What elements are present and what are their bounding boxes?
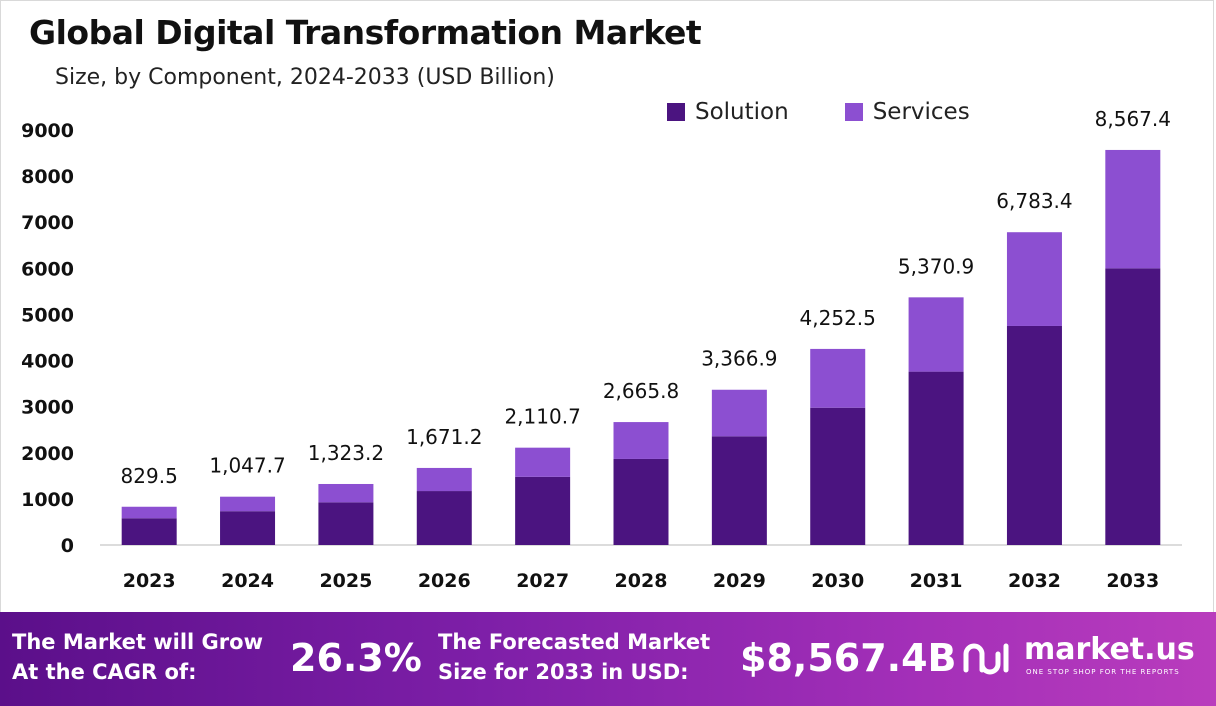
- chart-title: Global Digital Transformation Market: [29, 13, 702, 52]
- bar-solution-2030: [810, 407, 866, 545]
- x-tick-label-2030: 2030: [811, 570, 864, 592]
- legend-swatch-services: [844, 103, 863, 121]
- market-us-logo-icon: [963, 643, 1009, 675]
- forecast-label-line1: The Forecasted Market: [438, 630, 711, 654]
- bar-chart: 0 1000 2000 3000 4000 5000 6000 7000 8000 9000 829…: [21, 107, 1182, 592]
- y-tick-label: 2000: [21, 443, 74, 465]
- total-label-2031: 5,370.9: [898, 254, 974, 278]
- bar-solution-2029: [711, 436, 767, 545]
- bar-services-2023: [121, 506, 177, 519]
- chart-subtitle: Size, by Component, 2024-2033 (USD Billi…: [55, 65, 555, 90]
- x-tick-label-2029: 2029: [713, 570, 766, 592]
- x-tick-label-2028: 2028: [615, 570, 668, 592]
- bar-solution-2028: [613, 458, 669, 545]
- bar-services-2029: [711, 389, 767, 437]
- total-label-2025: 1,323.2: [308, 441, 384, 465]
- total-label-2029: 3,366.9: [701, 347, 777, 371]
- x-tick-label-2026: 2026: [418, 570, 471, 592]
- total-label-2030: 4,252.5: [800, 306, 876, 330]
- bar-solution-2025: [318, 502, 374, 545]
- y-tick-label: 9000: [21, 120, 74, 142]
- bar-services-2033: [1105, 149, 1161, 269]
- bar-services-2027: [515, 447, 571, 477]
- y-tick-label: 0: [61, 535, 74, 557]
- x-tick-label-2033: 2033: [1106, 570, 1159, 592]
- bar-services-2026: [416, 467, 472, 492]
- forecast-label: The Forecasted Market Size for 2033 in U…: [438, 627, 710, 687]
- legend: Solution Services: [667, 99, 970, 125]
- y-tick-label: 6000: [21, 258, 74, 280]
- legend-label-services: Services: [872, 99, 970, 125]
- bar-services-2028: [613, 422, 669, 459]
- y-tick-label: 8000: [21, 166, 74, 188]
- y-tick-label: 7000: [21, 212, 74, 234]
- legend-item-services: Services: [844, 99, 970, 125]
- bar-solution-2027: [515, 476, 571, 545]
- bar-solution-2031: [908, 371, 964, 545]
- total-label-2033: 8,567.4: [1095, 107, 1171, 131]
- bar-services-2030: [810, 348, 866, 408]
- cagr-label-line1: The Market will Grow: [12, 630, 263, 654]
- cagr-label: The Market will Grow At the CAGR of:: [12, 627, 263, 687]
- bar-solution-2033: [1105, 268, 1161, 545]
- total-label-2026: 1,671.2: [406, 425, 482, 449]
- bar-solution-2023: [121, 518, 177, 545]
- bar-solution-2032: [1006, 325, 1062, 545]
- total-label-2024: 1,047.7: [209, 454, 285, 478]
- y-tick-label: 5000: [21, 304, 74, 326]
- legend-item-solution: Solution: [667, 99, 789, 125]
- x-tick-label-2025: 2025: [319, 570, 372, 592]
- cagr-label-line2: At the CAGR of:: [12, 660, 197, 684]
- y-tick-label: 1000: [21, 489, 74, 511]
- total-label-2028: 2,665.8: [603, 379, 679, 403]
- x-tick-label-2023: 2023: [123, 570, 176, 592]
- bar-services-2025: [318, 483, 374, 503]
- legend-swatch-solution: [667, 103, 685, 121]
- bar-solution-2026: [416, 491, 472, 545]
- x-tick-label-2031: 2031: [910, 570, 963, 592]
- x-tick-label-2024: 2024: [221, 570, 274, 592]
- brand-name: market.us: [1024, 632, 1195, 667]
- bar-solution-2024: [220, 511, 276, 545]
- bar-services-2031: [908, 297, 964, 372]
- x-tick-label-2032: 2032: [1008, 570, 1061, 592]
- y-tick-label: 4000: [21, 351, 74, 373]
- total-label-2032: 6,783.4: [996, 189, 1072, 213]
- forecast-value: $8,567.4B: [740, 636, 957, 680]
- total-label-2027: 2,110.7: [504, 405, 580, 429]
- x-tick-label-2027: 2027: [516, 570, 569, 592]
- bar-services-2032: [1006, 232, 1062, 326]
- cagr-value: 26.3%: [290, 636, 422, 680]
- legend-label-solution: Solution: [695, 99, 789, 125]
- bar-services-2024: [220, 496, 276, 512]
- forecast-label-line2: Size for 2033 in USD:: [438, 660, 689, 684]
- brand-tagline: ONE STOP SHOP FOR THE REPORTS: [1026, 668, 1180, 676]
- y-tick-label: 3000: [21, 397, 74, 419]
- total-label-2023: 829.5: [121, 464, 178, 488]
- footer-banner: The Market will Grow At the CAGR of: 26.…: [0, 612, 1216, 706]
